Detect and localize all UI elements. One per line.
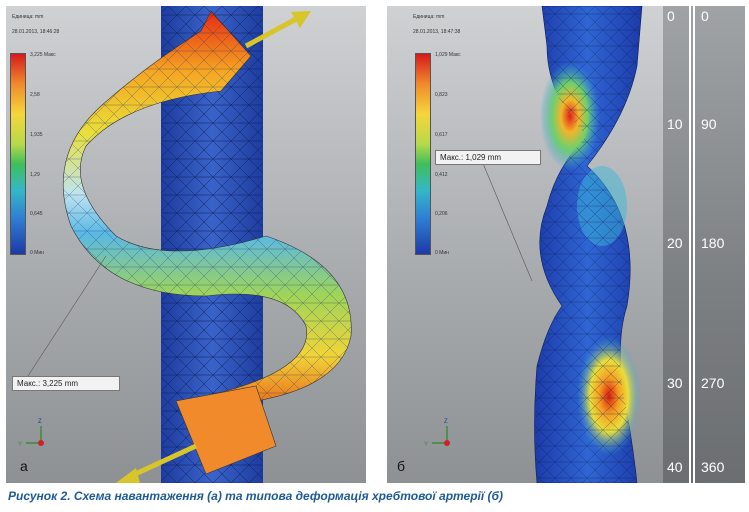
scale-divider bbox=[693, 6, 695, 483]
scale-left-value: 20 bbox=[667, 235, 683, 251]
date-label: 28.01.2013, 18:47:38 bbox=[413, 29, 461, 35]
legend-tick: 0,645 bbox=[30, 211, 43, 217]
legend-tick: 0,206 bbox=[435, 211, 448, 217]
legend-tick: 0 Мин bbox=[30, 250, 44, 256]
artery-model-a: Z Y bbox=[18, 6, 352, 483]
scale-left-value: 30 bbox=[667, 375, 683, 391]
panel-letter-b: б bbox=[397, 458, 406, 474]
svg-text:Y: Y bbox=[424, 442, 428, 448]
max-value-label: Макс.: 1,029 mm bbox=[435, 150, 541, 165]
svg-text:Z: Z bbox=[38, 419, 42, 425]
scale-right-value: 360 bbox=[701, 459, 725, 475]
legend-tick: 0 Мин bbox=[435, 250, 449, 256]
leader-line bbox=[481, 160, 533, 282]
axis-triad-icon: Z Y bbox=[18, 419, 44, 448]
panel-letter-a: а bbox=[20, 458, 28, 474]
scale-left-value: 0 bbox=[667, 8, 675, 24]
units-label: Единица: mm bbox=[12, 14, 44, 20]
legend-tick: 2,58 bbox=[30, 92, 40, 98]
legend-tick: 0,412 bbox=[435, 172, 448, 178]
color-legend-bar bbox=[415, 53, 431, 255]
legend-tick: 0,823 bbox=[435, 92, 448, 98]
legend-tick: 1,29 bbox=[30, 172, 40, 178]
load-arrow-top bbox=[244, 15, 300, 49]
load-arrow-bottom bbox=[129, 443, 198, 479]
svg-text:Y: Y bbox=[18, 442, 22, 448]
axis-triad-icon: Z Y bbox=[424, 419, 450, 448]
scale-right-value: 180 bbox=[701, 235, 725, 251]
arrow-head-top-icon bbox=[291, 11, 311, 28]
scale-right-value: 0 bbox=[701, 8, 709, 24]
legend-tick: 3,225 Макс bbox=[30, 52, 56, 58]
figure-caption: Рисунок 2. Схема навантаження (а) та тип… bbox=[8, 489, 503, 503]
artery-model-b: Z Y bbox=[424, 6, 643, 483]
scale-left-value: 40 bbox=[667, 459, 683, 475]
arrow-head-bottom-icon bbox=[116, 468, 140, 483]
legend-tick: 1,935 bbox=[30, 132, 43, 138]
scale-right-value: 270 bbox=[701, 375, 725, 391]
scale-divider bbox=[689, 6, 691, 483]
leader-line bbox=[25, 255, 107, 380]
units-label: Единица: mm bbox=[413, 14, 445, 20]
panel-b-viewport: Единица: mm 28.01.2013, 18:47:38 1,029 М… bbox=[387, 6, 663, 483]
scale-column: 0 10 20 30 40 0 90 180 270 360 bbox=[663, 6, 745, 483]
max-value-label: Макс.: 3,225 mm bbox=[12, 376, 120, 391]
scale-left-value: 10 bbox=[667, 116, 683, 132]
scale-right-value: 90 bbox=[701, 116, 717, 132]
legend-tick: 1,029 Макс bbox=[435, 52, 461, 58]
legend-tick: 0,617 bbox=[435, 132, 448, 138]
color-legend-bar bbox=[10, 53, 26, 255]
panel-a-viewport: Единица: mm 28.01.2013, 18:46:28 3,225 М… bbox=[6, 6, 366, 483]
svg-text:Z: Z bbox=[444, 419, 448, 425]
date-label: 28.01.2013, 18:46:28 bbox=[12, 29, 60, 35]
